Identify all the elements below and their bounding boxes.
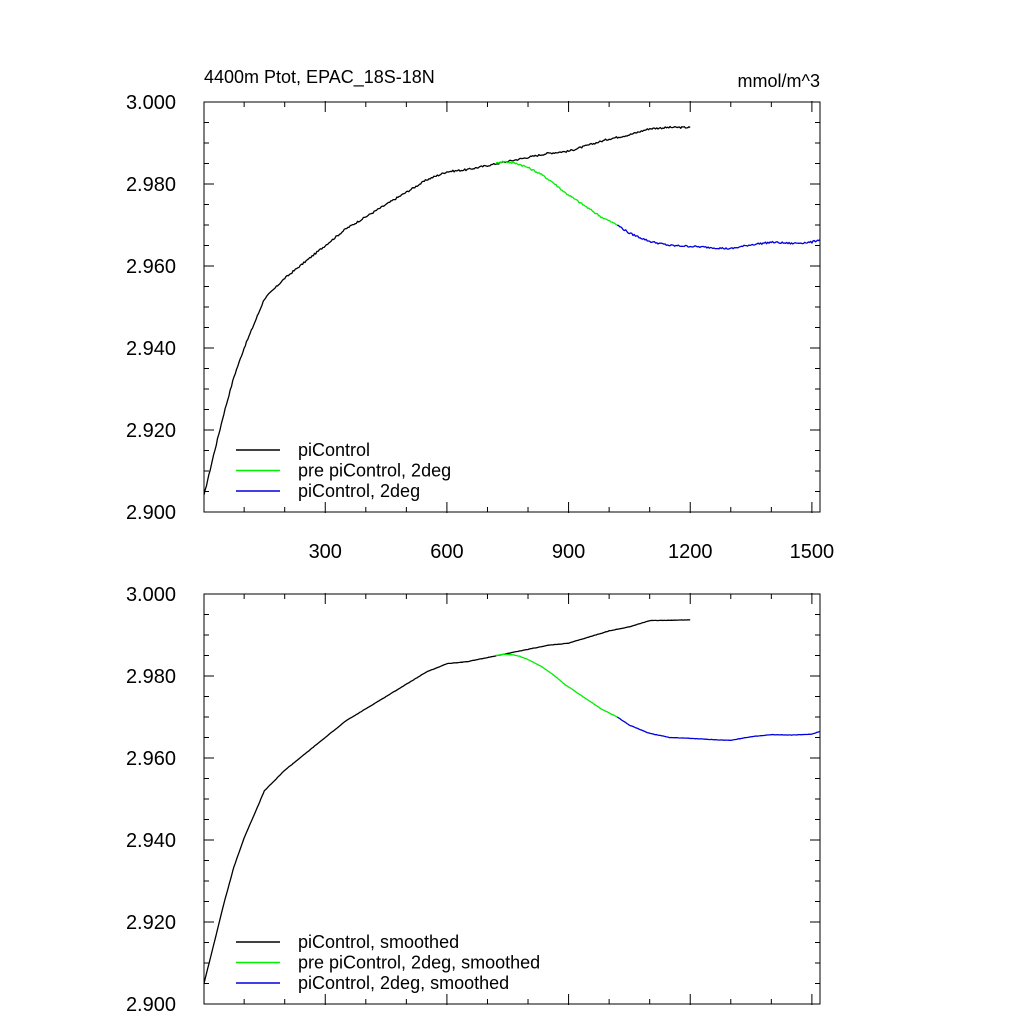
y-tick-label: 3.000 xyxy=(126,584,176,606)
legend-label: piControl, 2deg xyxy=(298,481,420,501)
y-tick-label: 2.900 xyxy=(126,994,176,1016)
bottom-panel: 2.900 2.920 2.940 2.960 2.980 3.000 piControl,… xyxy=(126,584,821,1016)
legend-label: piControl xyxy=(298,440,370,460)
units-label: mmol/m^3 xyxy=(738,71,820,91)
series-line xyxy=(617,224,821,250)
chart-title: 4400m Ptot, EPAC_18S-18N xyxy=(204,67,435,88)
y-tick-label: 2.960 xyxy=(126,256,176,278)
series-line xyxy=(203,619,691,984)
series-line xyxy=(495,653,618,718)
series-line xyxy=(616,716,821,741)
y-tick-label: 2.980 xyxy=(126,666,176,688)
series-line xyxy=(495,160,618,226)
x-tick-label: 600 xyxy=(430,541,463,563)
y-tick-label: 2.900 xyxy=(126,502,176,524)
series-line xyxy=(203,125,691,496)
y-tick-label: 2.980 xyxy=(126,174,176,196)
x-tick-label: 1200 xyxy=(668,541,713,563)
x-tick-label: 1500 xyxy=(790,541,835,563)
y-tick-label: 2.940 xyxy=(126,338,176,360)
legend-label: piControl, smoothed xyxy=(298,932,459,952)
x-tick-label: 900 xyxy=(552,541,585,563)
y-tick-label: 2.920 xyxy=(126,912,176,934)
y-tick-label: 2.920 xyxy=(126,420,176,442)
y-tick-label: 2.940 xyxy=(126,830,176,852)
legend-label: pre piControl, 2deg, smoothed xyxy=(298,953,540,973)
y-tick-label: 3.000 xyxy=(126,92,176,114)
top-panel: 2.900 2.920 2.940 2.960 2.980 3.000 300 600 900 1… xyxy=(126,92,834,563)
legend-label: piControl, 2deg, smoothed xyxy=(298,973,509,993)
y-tick-label: 2.960 xyxy=(126,748,176,770)
plot-frame xyxy=(203,593,821,1005)
legend-label: pre piControl, 2deg xyxy=(298,461,451,481)
x-tick-label: 300 xyxy=(309,541,342,563)
